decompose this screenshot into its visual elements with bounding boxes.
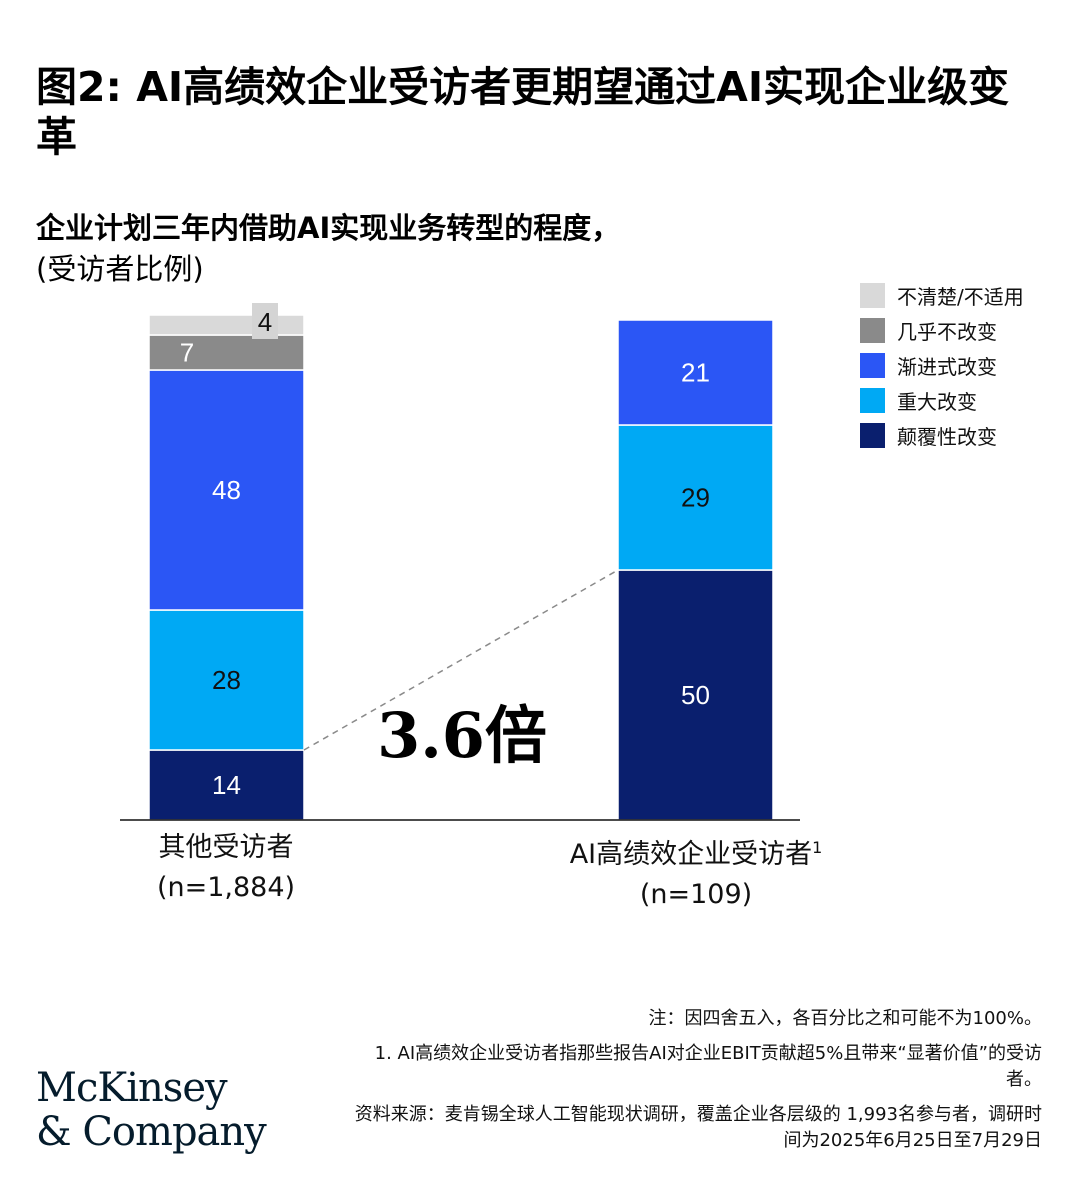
multiplier-annotation: 3.6倍 [377,699,547,772]
category-name: 其他受访者 [158,832,294,863]
legend-label: 不清楚/不适用 [897,285,1024,309]
legend-label: 重大改变 [897,390,977,414]
data-label: 21 [681,358,710,388]
data-label: 14 [212,770,241,800]
data-label: 29 [681,483,710,513]
legend-label: 渐进式改变 [897,355,997,379]
legend-swatch [860,423,885,448]
legend-item: 重大改变 [860,383,1024,418]
category-label-others: 其他受访者 (n=1,884) [16,828,436,908]
logo-line-1: McKinsey [36,1065,228,1111]
legend: 不清楚/不适用 几乎不改变 渐进式改变 重大改变 颠覆性改变 [860,278,1024,453]
data-label: 7 [180,338,194,368]
bar-segment [148,749,305,821]
bar-segment [148,314,305,336]
data-label: 50 [681,680,710,710]
data-label: 28 [212,665,241,695]
category-sample-size: (n=1,884) [156,872,296,903]
legend-item: 颠覆性改变 [860,418,1024,453]
chart-unit: (受访者比例) [36,252,204,286]
footnotes: 注：因四舍五入，各百分比之和可能不为100%。 1. AI高绩效企业受访者指那些… [352,1006,1042,1163]
bar-segment [617,319,774,426]
chart-subtitle: 企业计划三年内借助AI实现业务转型的程度， [36,211,621,245]
bar-segment [617,569,774,821]
legend-label: 颠覆性改变 [897,425,997,449]
data-label: 4 [258,307,272,337]
source-note: 资料来源：麦肯锡全球人工智能现状调研，覆盖企业各层级的 1,993名参与者，调研… [354,1104,1042,1151]
rounding-note: 注：因四舍五入，各百分比之和可能不为100%。 [648,1008,1042,1029]
category-sample-size: (n=109) [639,879,753,910]
data-label: 48 [212,475,241,505]
bar-segment [148,609,305,751]
category-name: AI高绩效企业受访者 [569,839,813,870]
data-label-box [252,303,278,339]
legend-swatch [860,318,885,343]
legend-item: 渐进式改变 [860,348,1024,383]
legend-item: 几乎不改变 [860,313,1024,348]
mckinsey-logo: McKinsey & Company [36,1065,267,1155]
category-label-high-performers: AI高绩效企业受访者1 (n=109) [486,828,906,915]
legend-swatch [860,283,885,308]
definition-footnote: 1. AI高绩效企业受访者指那些报告AI对企业EBIT贡献超5%且带来“显著价值… [374,1043,1042,1090]
comparison-connector [303,569,619,751]
logo-line-2: & Company [36,1109,267,1155]
page-title: 图2: AI高绩效企业受访者更期望通过AI实现企业级变革 [36,63,1010,161]
legend-label: 几乎不改变 [897,320,997,344]
legend-item: 不清楚/不适用 [860,278,1024,313]
bar-segment [617,424,774,571]
bar-segment [148,334,305,371]
footnote-marker: 1 [812,838,823,857]
legend-swatch [860,353,885,378]
legend-swatch [860,388,885,413]
